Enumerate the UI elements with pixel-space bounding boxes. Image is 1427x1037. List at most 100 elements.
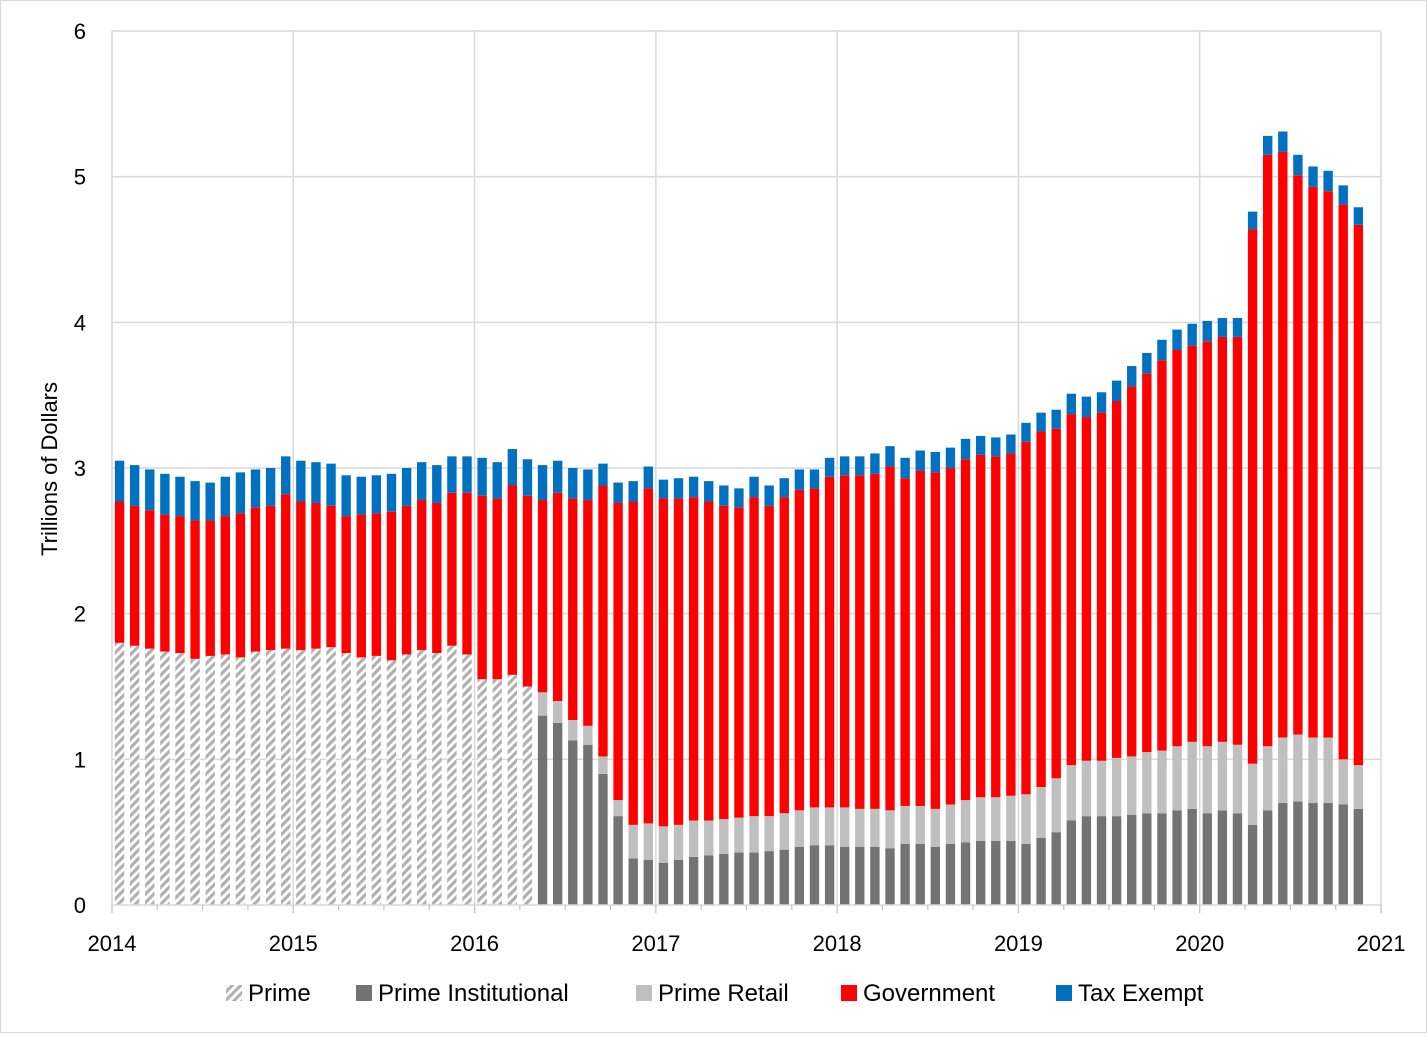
bar-tax-exempt: [1217, 317, 1228, 337]
bar-prime: [281, 648, 291, 905]
bar-prime-retail: [1081, 760, 1092, 817]
bar-prime: [205, 655, 215, 905]
bar-prime-retail: [960, 800, 971, 843]
bar-prime-institutional: [1323, 803, 1333, 905]
bar-government: [1051, 428, 1061, 779]
bar-government: [281, 494, 291, 649]
bar-tax-exempt: [1353, 207, 1364, 225]
x-tick-label: 2018: [813, 931, 862, 956]
bar-tax-exempt: [613, 482, 623, 503]
bar-tax-exempt: [160, 473, 170, 515]
bar-prime-retail: [658, 826, 669, 863]
bar-prime-institutional: [930, 846, 941, 905]
bar-tax-exempt: [991, 437, 1001, 457]
bar-prime-retail: [688, 820, 699, 857]
bar-tax-exempt: [356, 476, 366, 515]
bar-prime-retail: [1323, 737, 1333, 804]
bar-government: [794, 489, 805, 811]
bar-tax-exempt: [870, 453, 880, 474]
bar-prime-institutional: [840, 846, 850, 905]
bar-government: [673, 498, 684, 825]
bar-prime-retail: [930, 808, 941, 847]
bar-prime-retail: [643, 823, 653, 860]
bar-prime-institutional: [1172, 810, 1182, 905]
bar-government: [1278, 151, 1288, 738]
bar-government: [1308, 186, 1318, 738]
y-tick-label: 2: [74, 602, 86, 627]
bar-government: [1353, 224, 1364, 766]
bar-tax-exempt: [1172, 329, 1182, 351]
bar-prime-institutional: [1308, 803, 1318, 905]
bar-prime-retail: [537, 692, 548, 716]
bar-prime-institutional: [1036, 837, 1046, 905]
bar-tax-exempt: [432, 465, 442, 503]
bar-prime-retail: [1142, 752, 1152, 814]
bar-prime-institutional: [1096, 816, 1107, 905]
bar-prime-institutional: [1187, 808, 1197, 905]
bar-prime-retail: [840, 807, 850, 847]
bar-government: [1202, 341, 1212, 747]
bar-prime-institutional: [870, 846, 880, 905]
bar-tax-exempt: [975, 435, 986, 455]
bar-government: [855, 475, 865, 809]
bar-tax-exempt: [281, 456, 291, 495]
bar-tax-exempt: [1338, 185, 1348, 205]
bar-tax-exempt: [462, 456, 472, 493]
bar-government: [401, 505, 412, 655]
bar-prime-institutional: [568, 740, 578, 905]
bar-tax-exempt: [220, 476, 230, 517]
bar-prime-retail: [628, 824, 638, 859]
legend-swatch-tax-exempt: [1056, 985, 1072, 1001]
bar-government: [477, 495, 487, 680]
bar-government: [220, 516, 230, 655]
bar-prime-institutional: [885, 848, 895, 905]
gridlines: [112, 30, 1382, 905]
bar-tax-exempt: [945, 447, 956, 468]
bar-tax-exempt: [824, 457, 835, 477]
bar-prime-institutional: [583, 744, 593, 905]
bar-government: [1293, 175, 1303, 735]
bar-government: [296, 501, 306, 651]
bar-prime-retail: [1021, 794, 1031, 844]
bar-prime-institutional: [1202, 813, 1212, 905]
bar-government: [1323, 191, 1333, 738]
bar-government: [235, 513, 246, 658]
bar-prime-institutional: [1247, 824, 1258, 905]
bar-prime-institutional: [855, 846, 865, 905]
bar-tax-exempt: [341, 475, 351, 517]
bar-government: [960, 459, 971, 801]
bar-prime-retail: [824, 807, 835, 846]
x-tick-label: 2014: [88, 931, 137, 956]
bar-prime-retail: [1247, 763, 1258, 825]
bar-government: [1021, 441, 1031, 795]
legend-swatch-prime-institutional: [356, 985, 372, 1001]
legend-swatch-prime: [226, 985, 242, 1001]
bar-prime: [311, 648, 321, 905]
bar-tax-exempt: [507, 449, 518, 486]
bar-tax-exempt: [900, 457, 910, 479]
bar-tax-exempt: [1081, 396, 1092, 418]
bar-tax-exempt: [265, 468, 276, 506]
bar-prime-institutional: [945, 843, 956, 905]
bar-government: [643, 488, 653, 824]
bar-tax-exempt: [401, 468, 412, 506]
bar-prime-institutional: [1142, 813, 1152, 905]
bar-tax-exempt: [447, 456, 457, 493]
x-tick-label: 2020: [1175, 931, 1224, 956]
bar-tax-exempt: [417, 462, 427, 501]
y-tick-label: 5: [74, 165, 86, 190]
bar-prime-institutional: [900, 843, 910, 905]
bar-government: [704, 501, 714, 821]
bar-tax-exempt: [583, 469, 593, 501]
bar-prime-retail: [1293, 734, 1303, 802]
bar-government: [492, 498, 502, 680]
bar-prime-institutional: [658, 862, 669, 905]
bar-prime-institutional: [915, 843, 925, 905]
bar-prime-retail: [915, 805, 925, 844]
bar-prime: [250, 651, 261, 905]
bar-tax-exempt: [840, 456, 850, 476]
bar-tax-exempt: [1157, 339, 1167, 361]
bar-prime: [341, 652, 351, 905]
bar-tax-exempt: [673, 478, 684, 499]
bar-prime-institutional: [673, 859, 684, 905]
